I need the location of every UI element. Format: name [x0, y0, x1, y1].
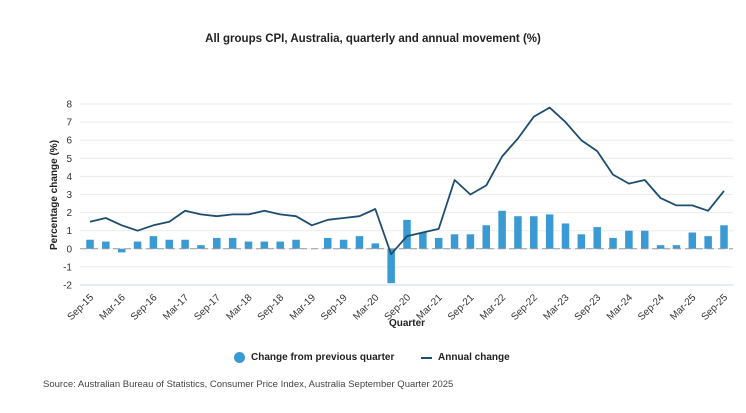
legend-line-swatch-icon	[421, 356, 432, 359]
x-tick-label: Mar-18	[224, 292, 254, 322]
bar-Jun-19[interactable]	[324, 237, 332, 249]
x-tick-label: Sep-23	[573, 292, 604, 323]
x-tick-label: Mar-23	[541, 292, 571, 322]
bar-Jun-23[interactable]	[577, 234, 586, 249]
bar-Jun-22[interactable]	[514, 216, 522, 249]
x-tick-label: Mar-20	[351, 292, 381, 322]
x-tick-label: Mar-22	[478, 292, 508, 322]
x-tick-label: Mar-19	[288, 292, 318, 322]
bar-Sep-17[interactable]	[213, 237, 221, 249]
y-tick-label: 1	[66, 226, 72, 237]
legend-item-quarterly[interactable]: Change from previous quarter	[234, 352, 394, 363]
y-tick-labels: 8 7 6 5 4 3 2 1 0 -1 -2	[63, 100, 72, 292]
y-tick-label: 2	[66, 208, 72, 219]
bar-Jun-18[interactable]	[260, 241, 269, 249]
legend-item-annual[interactable]: Annual change	[421, 352, 510, 363]
y-tick-label: 0	[66, 244, 72, 255]
x-tick-label: Sep-15	[66, 292, 97, 323]
source-note: Source: Australian Bureau of Statistics,…	[43, 379, 454, 390]
bar-Sep-21[interactable]	[466, 234, 475, 249]
bar-Jun-24[interactable]	[641, 230, 649, 249]
x-tick-label: Sep-24	[636, 292, 667, 323]
legend: Change from previous quarter Annual chan…	[0, 352, 746, 370]
bar-Sep-18[interactable]	[276, 241, 284, 249]
bar-Mar-16[interactable]	[117, 248, 126, 253]
bar-Mar-23[interactable]	[561, 223, 570, 249]
y-tick-label: -1	[63, 262, 72, 273]
y-tick-label: 8	[66, 100, 72, 111]
x-axis-title: Quarter	[389, 318, 425, 329]
bar-Jun-21[interactable]	[450, 234, 459, 249]
x-tick-label: Sep-16	[129, 292, 160, 323]
chart-title: All groups CPI, Australia, quarterly and…	[205, 33, 541, 45]
gridlines	[80, 103, 733, 286]
bar-Sep-16[interactable]	[149, 236, 158, 249]
annual-change-line[interactable]	[89, 106, 725, 256]
quarterly-bars	[86, 210, 728, 284]
bar-Mar-20[interactable]	[371, 243, 380, 249]
bar-Sep-24[interactable]	[656, 245, 665, 249]
legend-bar-swatch-icon	[234, 352, 245, 363]
bar-Sep-20[interactable]	[403, 219, 411, 249]
legend-label-quarterly: Change from previous quarter	[251, 352, 395, 363]
bar-Sep-23[interactable]	[593, 227, 601, 249]
bar-Sep-22[interactable]	[530, 216, 538, 249]
bar-Mar-21[interactable]	[434, 237, 443, 249]
y-tick-label: 7	[66, 118, 72, 129]
bar-Dec-24[interactable]	[672, 245, 681, 249]
bar-Dec-21[interactable]	[482, 225, 491, 249]
x-tick-label: Sep-21	[446, 292, 477, 323]
annual-line	[89, 106, 725, 256]
bar-Jun-17[interactable]	[197, 245, 205, 249]
bar-Dec-16[interactable]	[165, 239, 174, 249]
bar-Sep-15[interactable]	[86, 239, 94, 249]
bar-Dec-15[interactable]	[102, 241, 110, 249]
bar-Sep-25[interactable]	[720, 225, 728, 249]
bar-Dec-19[interactable]	[355, 236, 364, 249]
x-tick-label: Sep-22	[509, 292, 540, 323]
x-tick-label: Mar-17	[161, 292, 191, 322]
legend-label-annual: Annual change	[438, 352, 510, 363]
bar-Dec-18[interactable]	[292, 239, 300, 249]
y-tick-label: -2	[63, 281, 72, 292]
bar-Jun-25[interactable]	[704, 236, 712, 249]
x-tick-label: Sep-17	[192, 292, 223, 323]
bar-Sep-19[interactable]	[339, 239, 348, 249]
bar-Dec-17[interactable]	[228, 237, 237, 249]
bar-Jun-16[interactable]	[133, 241, 142, 249]
bar-Dec-20[interactable]	[419, 232, 427, 249]
x-tick-label: Sep-18	[256, 292, 287, 323]
x-tick-label: Mar-16	[98, 292, 128, 322]
y-tick-label: 3	[66, 190, 72, 201]
x-tick-label: Sep-19	[319, 292, 350, 323]
x-tick-label: Mar-24	[605, 292, 635, 322]
bar-Mar-17[interactable]	[181, 239, 189, 249]
y-tick-label: 5	[66, 154, 72, 165]
bar-Mar-25[interactable]	[688, 232, 697, 249]
x-tick-label: Sep-25	[700, 292, 731, 323]
y-tick-label: 4	[66, 172, 72, 183]
bar-Dec-22[interactable]	[545, 214, 554, 249]
bar-Mar-24[interactable]	[625, 230, 633, 249]
bar-Mar-18[interactable]	[244, 241, 253, 249]
bar-Dec-23[interactable]	[609, 237, 617, 249]
x-tick-label: Mar-25	[668, 292, 698, 322]
bar-Jun-20[interactable]	[387, 248, 395, 284]
y-axis-title: Percentage change (%)	[49, 140, 60, 250]
y-tick-label: 6	[66, 136, 72, 147]
bar-Mar-22[interactable]	[498, 210, 506, 249]
